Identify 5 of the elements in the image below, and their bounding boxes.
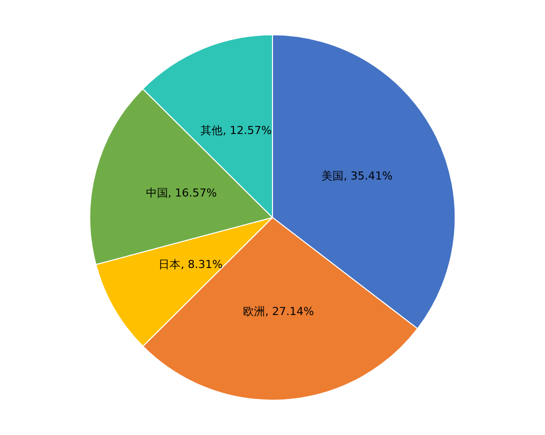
- slice-label: 欧洲, 27.14%: [243, 305, 314, 318]
- slice-label: 日本, 8.31%: [158, 258, 223, 271]
- slice-label: 中国, 16.57%: [146, 186, 217, 200]
- slice-label: 其他, 12.57%: [200, 124, 272, 137]
- slice-label: 美国, 35.41%: [322, 169, 393, 182]
